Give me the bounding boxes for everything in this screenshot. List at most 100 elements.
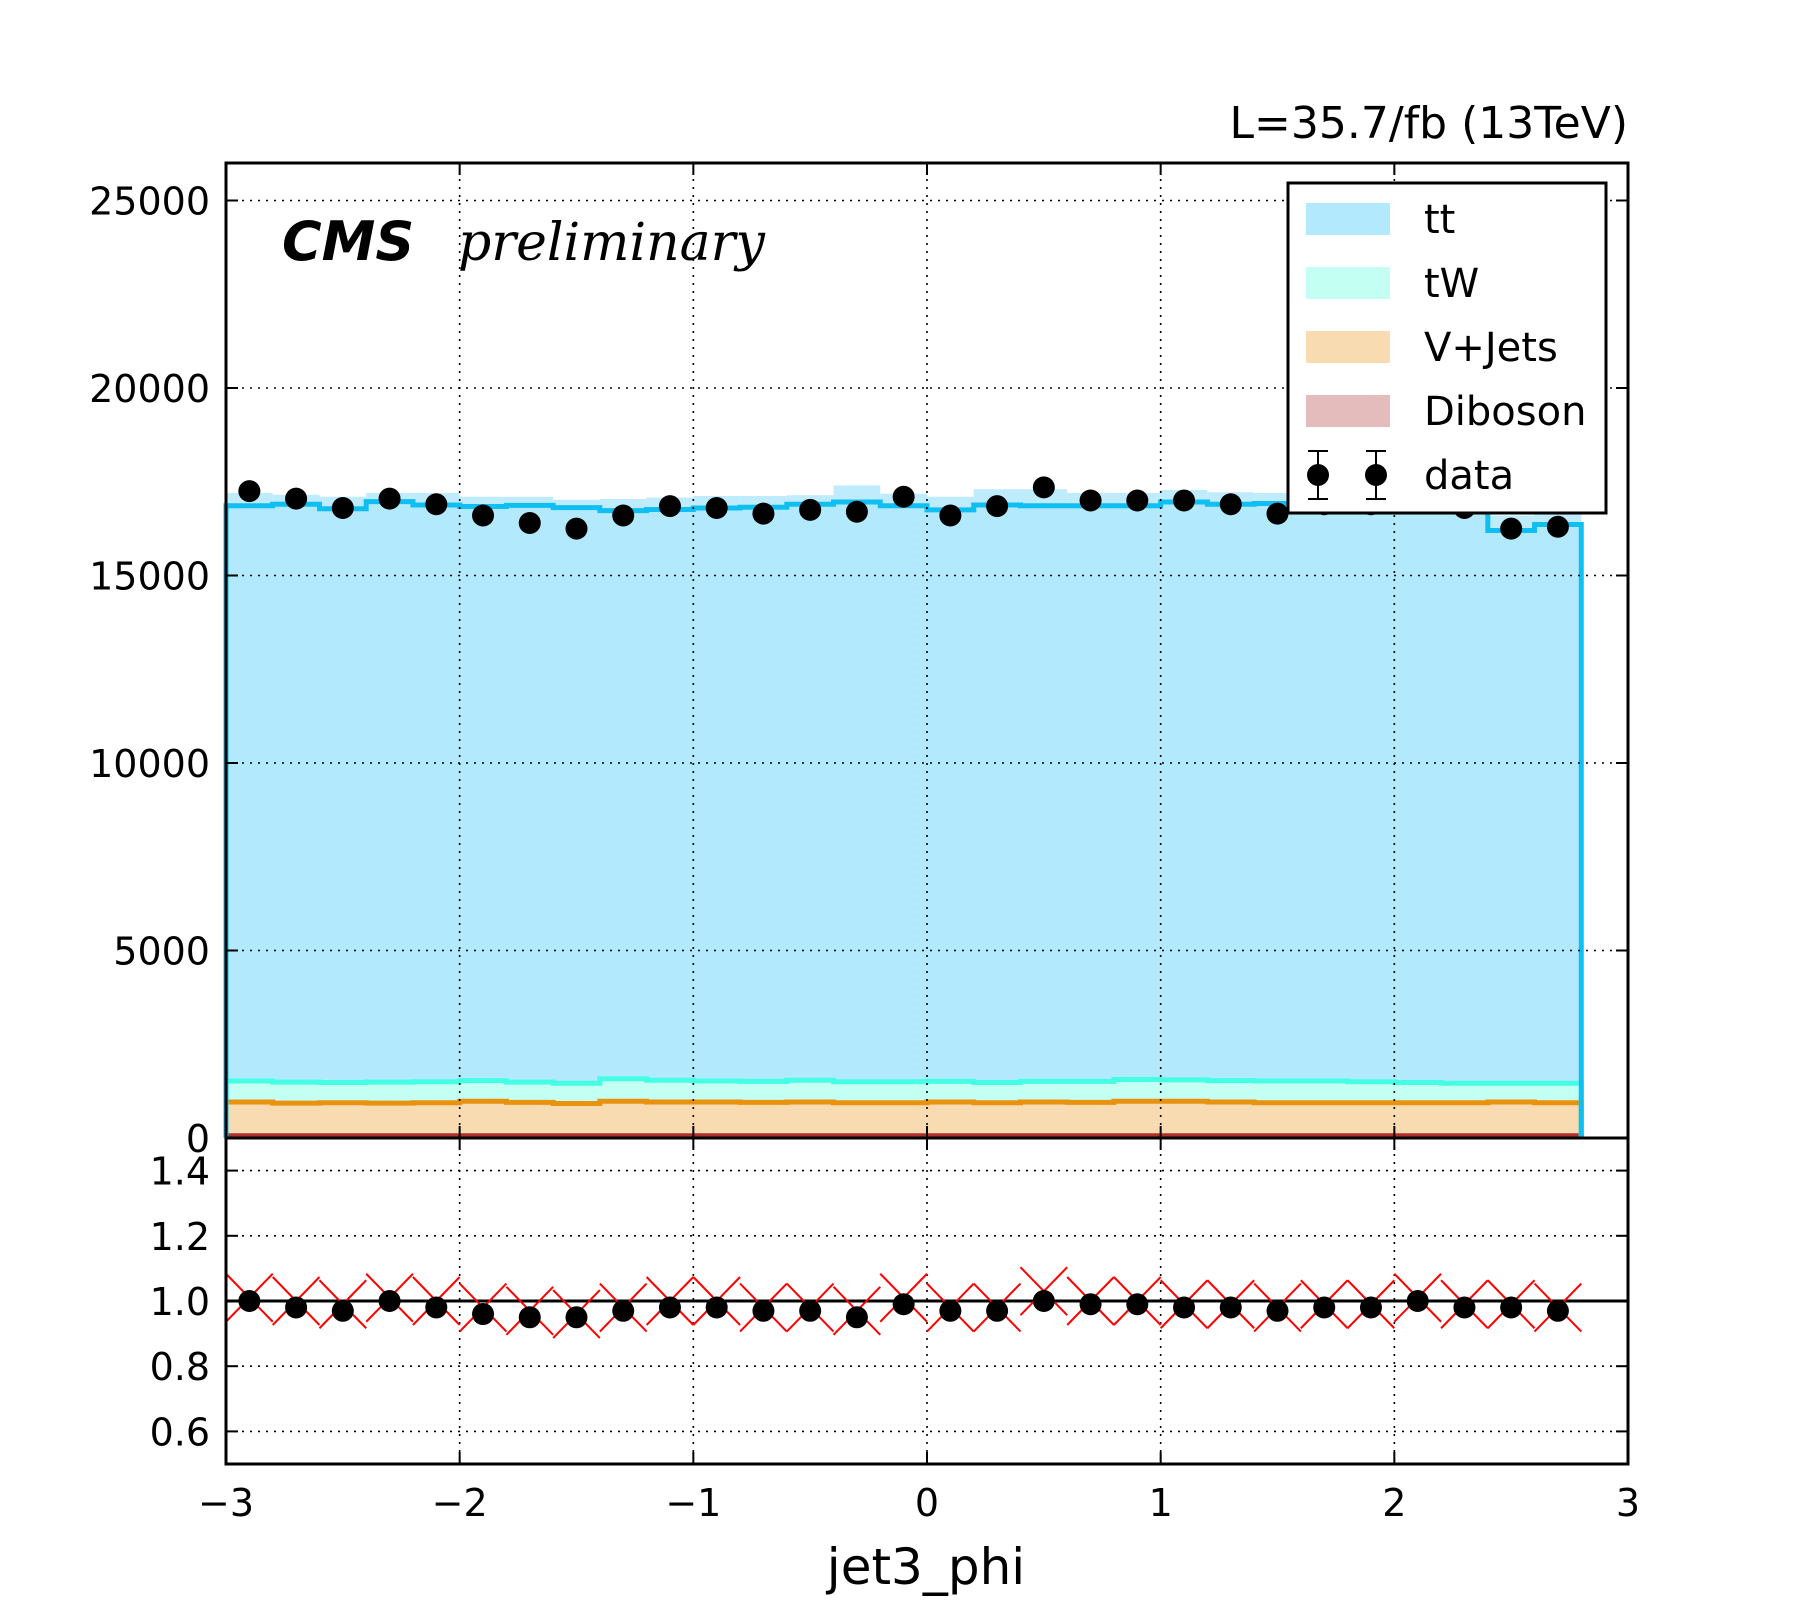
- data-point: [425, 493, 448, 516]
- ratio-y-tick-label: 0.8: [150, 1345, 210, 1389]
- data-point: [472, 504, 495, 527]
- ratio-point: [1500, 1296, 1523, 1319]
- mc-uncertainty-band: [740, 496, 787, 508]
- data-point: [986, 495, 1009, 518]
- ratio-panel: 0.6 0.8 1.0 1.2 1.4 −3 −2 −1 0 1 2 3: [150, 1136, 1640, 1525]
- x-tick-label: 3: [1616, 1481, 1640, 1525]
- ratio-point: [1266, 1299, 1289, 1322]
- cms-label: CMS: [282, 210, 414, 273]
- data-point: [565, 517, 588, 540]
- legend-label: tW: [1424, 261, 1479, 307]
- mc-uncertainty-band: [833, 485, 881, 502]
- data-point: [799, 498, 822, 521]
- legend-data-marker: [1365, 464, 1387, 486]
- ratio-y-tick-label: 0.6: [150, 1410, 210, 1454]
- data-point: [612, 504, 635, 527]
- data-point: [845, 500, 868, 523]
- ratio-point: [238, 1290, 261, 1312]
- y-tick-label: 15000: [89, 555, 210, 599]
- legend-label: Diboson: [1424, 389, 1586, 435]
- luminosity-label: L=35.7/fb (13TeV): [1230, 98, 1628, 149]
- ratio-y-tick-label: 1.4: [150, 1150, 210, 1194]
- mc-uncertainty-band: [553, 499, 600, 508]
- legend-swatch: [1306, 267, 1390, 299]
- ratio-point: [285, 1296, 308, 1319]
- data-point: [658, 495, 681, 518]
- data-point: [939, 504, 962, 527]
- ratio-point: [1126, 1293, 1149, 1316]
- ratio-point: [939, 1299, 962, 1322]
- ratio-point: [331, 1299, 354, 1322]
- data-point: [1219, 493, 1242, 516]
- ratio-point: [799, 1299, 822, 1322]
- main-panel: 0 5000 10000 15000 20000 25000: [89, 161, 1630, 1161]
- cms-sublabel: preliminary: [458, 213, 765, 273]
- ratio-y-tick-label: 1.2: [150, 1215, 210, 1259]
- ratio-point: [378, 1290, 401, 1312]
- legend-data-marker: [1307, 464, 1329, 486]
- ratio-y-tick-label: 1.0: [150, 1280, 210, 1324]
- data-point: [1126, 489, 1149, 512]
- data-point: [1500, 517, 1523, 540]
- data-point: [331, 497, 354, 519]
- stack-edge-diboson: [223, 1133, 1584, 1139]
- x-tick-label: −2: [432, 1481, 488, 1525]
- data-point: [1079, 489, 1102, 512]
- data-point: [238, 480, 261, 503]
- legend-swatch: [1306, 395, 1390, 427]
- ratio-point: [472, 1303, 495, 1326]
- ratio-point: [1313, 1296, 1336, 1319]
- ratio-point: [1406, 1290, 1429, 1312]
- y-tick-label: 10000: [89, 742, 210, 786]
- ratio-point: [1079, 1293, 1102, 1316]
- data-point: [518, 512, 541, 534]
- y-tick-label: 5000: [113, 930, 210, 974]
- ratio-point: [518, 1306, 541, 1329]
- ratio-point: [1546, 1299, 1569, 1322]
- ratio-point: [1032, 1290, 1055, 1312]
- x-tick-label: 0: [915, 1481, 939, 1525]
- ratio-point: [1453, 1296, 1476, 1319]
- data-point: [1173, 489, 1196, 512]
- mc-uncertainty-band: [506, 496, 554, 506]
- mc-uncertainty-band: [459, 496, 507, 507]
- y-tick-label: 25000: [89, 180, 210, 224]
- legend-swatch: [1306, 203, 1390, 235]
- x-tick-label: 2: [1382, 1481, 1406, 1525]
- x-tick-label: −1: [665, 1481, 721, 1525]
- ratio-point: [705, 1296, 728, 1319]
- data-point: [1266, 502, 1289, 525]
- y-tick-label: 0: [186, 1117, 210, 1161]
- data-point: [752, 502, 775, 525]
- ratio-point: [892, 1293, 915, 1316]
- x-axis-label: jet3_phi: [826, 1538, 1025, 1596]
- data-point: [892, 485, 915, 508]
- mc-uncertainty-band: [927, 496, 974, 510]
- stack-fill-tt: [226, 500, 1582, 1084]
- legend-label: V+Jets: [1424, 325, 1558, 371]
- mc-uncertainty-band: [1254, 493, 1301, 504]
- ratio-point: [425, 1296, 448, 1319]
- ratio-point: [1219, 1296, 1242, 1319]
- data-point: [705, 497, 728, 519]
- legend-label-data: data: [1424, 453, 1514, 499]
- ratio-point: [658, 1296, 681, 1319]
- ratio-point: [1173, 1296, 1196, 1319]
- stack-fill-vjets: [226, 1101, 1582, 1136]
- legend-label: tt: [1424, 197, 1455, 243]
- ratio-point: [845, 1306, 868, 1329]
- ratio-point: [1359, 1296, 1382, 1319]
- data-point: [1032, 476, 1055, 499]
- data-point: [378, 487, 401, 510]
- ratio-point: [565, 1306, 588, 1329]
- ratio-point: [986, 1299, 1009, 1322]
- y-tick-label: 20000: [89, 367, 210, 411]
- x-tick-label: −3: [198, 1481, 254, 1525]
- data-point: [1546, 515, 1569, 538]
- stack-edge-vjets: [223, 1098, 1584, 1138]
- ratio-point: [752, 1299, 775, 1322]
- x-tick-label: 1: [1149, 1481, 1173, 1525]
- legend-swatch: [1306, 331, 1390, 363]
- legend: tt tW V+Jets Diboson data: [1286, 181, 1608, 515]
- data-point: [285, 487, 308, 510]
